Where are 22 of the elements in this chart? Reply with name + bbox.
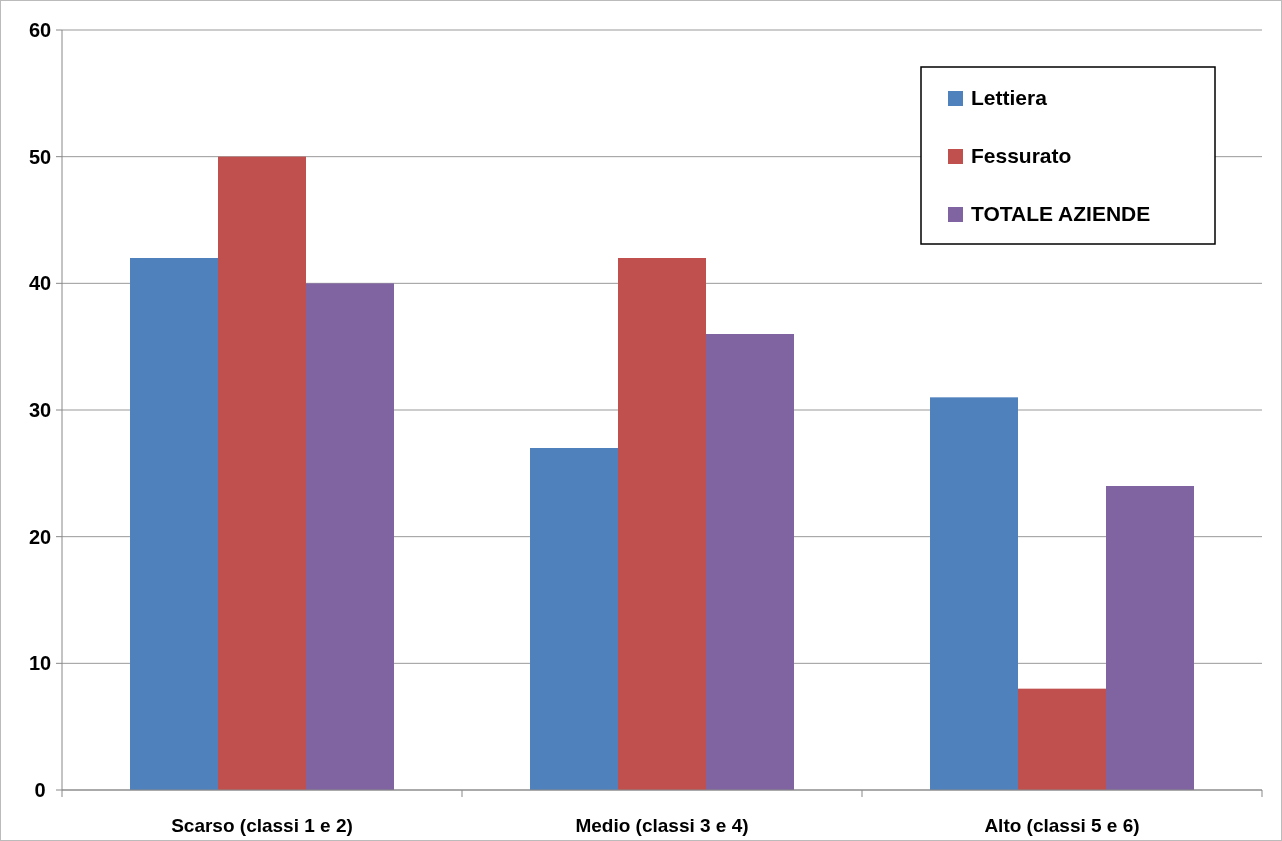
bar [530, 448, 618, 790]
bar [1018, 688, 1106, 790]
y-tick-label: 30 [28, 399, 52, 421]
bar [130, 258, 218, 790]
y-tick-label: 0 [34, 779, 46, 801]
legend-label: Lettiera [971, 86, 1048, 109]
bar [218, 156, 306, 790]
y-tick-label: 10 [28, 652, 52, 675]
bar [618, 258, 706, 790]
bar [1106, 486, 1194, 790]
bar [930, 397, 1018, 790]
y-tick-label: 40 [28, 272, 52, 295]
y-tick-label: 20 [28, 525, 52, 548]
x-tick-label: Medio (classi 3 e 4) [575, 815, 749, 836]
y-tick-label: 60 [28, 19, 52, 41]
x-tick-label: Alto (classi 5 e 6) [984, 815, 1140, 836]
x-tick-label: Scarso (classi 1 e 2) [171, 815, 353, 836]
bar [706, 334, 794, 790]
legend-label: TOTALE AZIENDE [971, 202, 1151, 225]
bar [306, 283, 394, 790]
legend-label: Fessurato [971, 144, 1072, 167]
y-tick-label: 50 [28, 145, 52, 168]
